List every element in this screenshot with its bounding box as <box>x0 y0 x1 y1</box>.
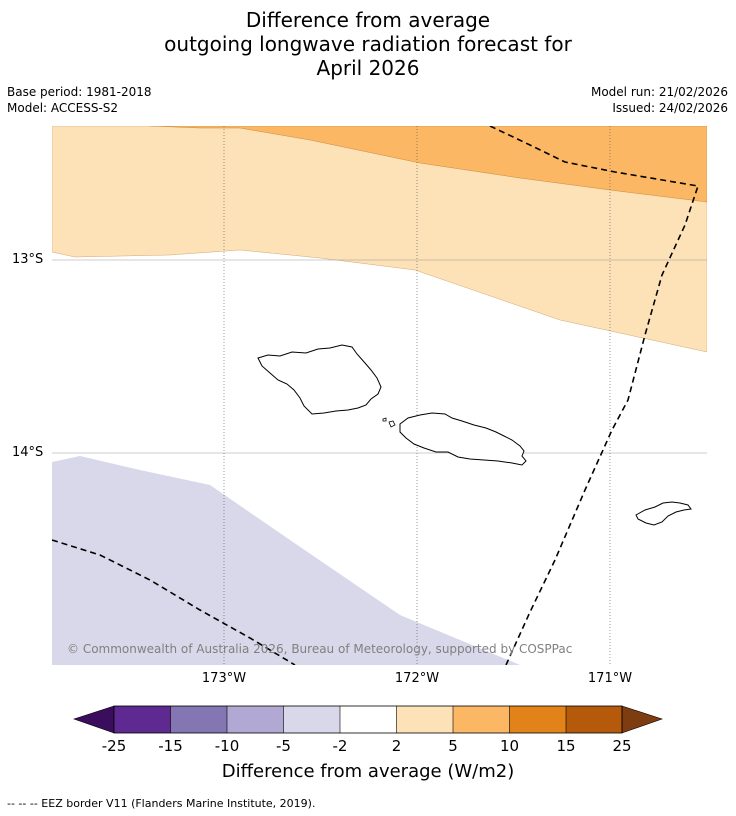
title-line-3: April 2026 <box>316 56 420 80</box>
colorbar-tick-9: 15 <box>556 737 576 755</box>
lon-label-172w: 172°W <box>394 671 440 686</box>
anomaly-region-2-to-5 <box>52 126 707 353</box>
lon-label-173w: 173°W <box>201 671 247 686</box>
colorbar-tick-3: -10 <box>214 737 240 755</box>
colorbar-tick-7: 5 <box>448 737 458 755</box>
eez-legend-note: -- -- -- EEZ border V11 (Flanders Marine… <box>7 797 316 810</box>
colorbar-tick-6: 2 <box>391 737 402 755</box>
colorbar-tick-1: -25 <box>101 737 127 755</box>
title-line-2: outgoing longwave radiation forecast for <box>164 32 572 56</box>
colorbar-bin-3 <box>227 706 284 733</box>
colorbar-tick-10: 25 <box>612 737 632 755</box>
colorbar-tick-4: -5 <box>276 737 291 755</box>
colorbar <box>73 705 663 734</box>
colorbar-bin-4 <box>283 706 340 733</box>
eez-border-west <box>52 539 296 665</box>
chart-title: Difference from average outgoing longwav… <box>0 8 736 80</box>
colorbar-bin-1 <box>114 706 171 733</box>
colorbar-extend-low <box>73 705 115 734</box>
model-run: Model run: 21/02/2026 <box>590 85 728 99</box>
island-upolu <box>399 412 527 466</box>
lat-label-14s: 14°S <box>12 445 44 460</box>
meta-left: Base period: 1981-2018 Model: ACCESS-S2 <box>7 84 152 116</box>
colorbar-extend-high <box>621 705 663 734</box>
colorbar-label: Difference from average (W/m2) <box>221 761 515 782</box>
anomaly-region-5-to-10 <box>149 126 707 203</box>
colorbar-tick-2: -15 <box>158 737 183 755</box>
graticule <box>52 126 707 665</box>
copyright-notice: © Commonwealth of Australia 2026, Bureau… <box>67 642 573 656</box>
colorbar-outline <box>113 705 623 734</box>
lon-label-171w: 171°W <box>587 671 633 686</box>
island-tutuila <box>635 501 692 526</box>
island-manono <box>388 420 396 428</box>
colorbar-tick-8: 10 <box>499 737 520 755</box>
base-period: Base period: 1981-2018 <box>7 85 152 99</box>
anomaly-region-minus5-to-minus2 <box>52 456 520 665</box>
colorbar-dividers <box>170 706 567 733</box>
island-apolima <box>382 417 387 422</box>
model-name: Model: ACCESS-S2 <box>7 101 119 115</box>
colorbar-bin-9 <box>566 706 622 733</box>
forecast-map <box>52 126 707 665</box>
colorbar-bin-5 <box>340 706 397 733</box>
island-savaii <box>257 344 382 415</box>
colorbar-bin-6 <box>396 706 453 733</box>
colorbar-bin-2 <box>170 706 227 733</box>
lat-label-13s: 13°S <box>12 252 44 267</box>
issued-date: Issued: 24/02/2026 <box>612 101 728 115</box>
colorbar-bin-8 <box>509 706 566 733</box>
eez-border-east <box>489 126 700 665</box>
colorbar-tick-5: -2 <box>332 737 348 755</box>
colorbar-bin-7 <box>453 706 510 733</box>
meta-right: Model run: 21/02/2026 Issued: 24/02/2026 <box>591 84 728 116</box>
title-line-1: Difference from average <box>245 8 491 32</box>
